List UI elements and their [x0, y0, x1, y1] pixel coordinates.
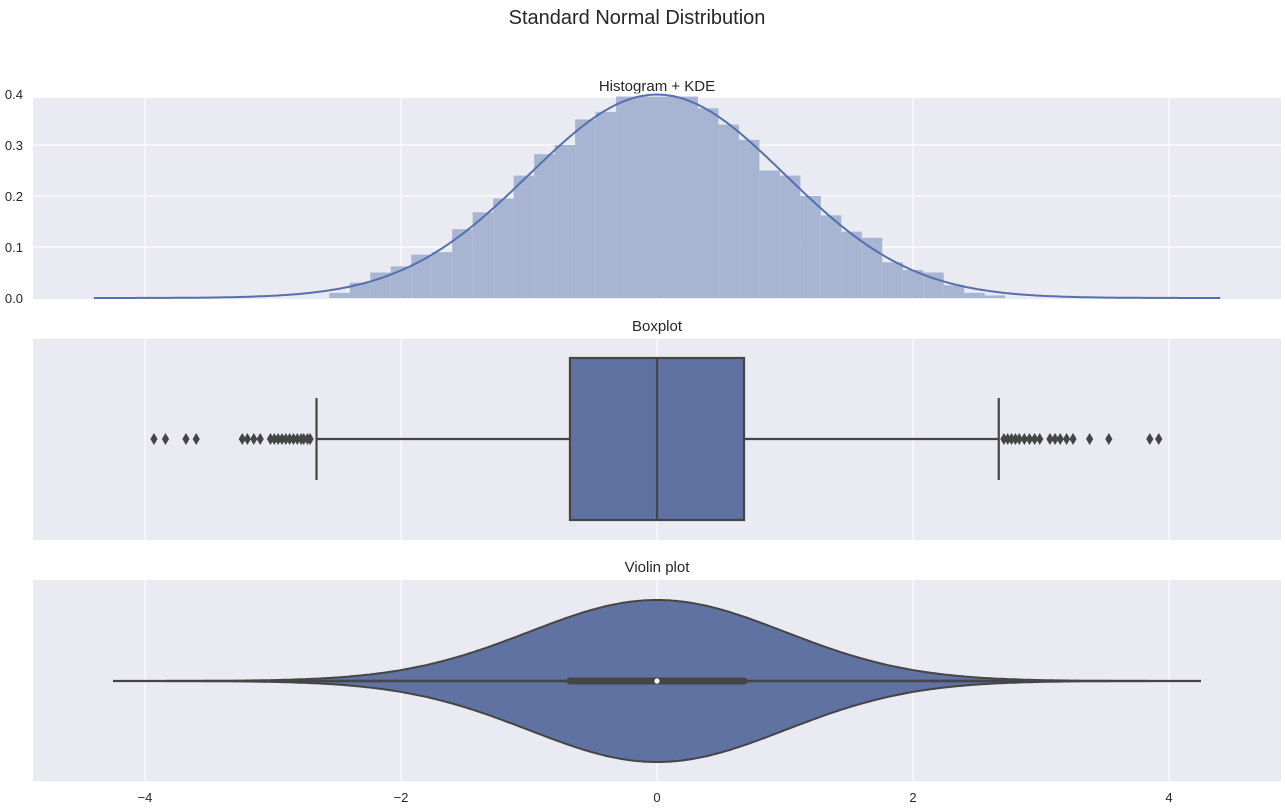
- histogram-bar: [390, 266, 412, 298]
- histogram-bar: [534, 154, 555, 298]
- histogram-bar: [513, 175, 535, 298]
- outlier-point: [306, 433, 314, 445]
- outlier-point: [250, 433, 258, 445]
- boxplot-title: Boxplot: [632, 318, 683, 335]
- histogram-bar: [431, 252, 453, 298]
- outlier-point: [192, 433, 200, 445]
- x-tick-label: 4: [1165, 790, 1172, 805]
- outlier-point: [1020, 433, 1028, 445]
- x-tick-label: 2: [909, 790, 916, 805]
- outlier-point: [289, 433, 298, 445]
- outlier-point: [1004, 433, 1012, 445]
- histogram-bar: [595, 111, 617, 298]
- outlier-point: [293, 433, 301, 445]
- outlier-point: [286, 433, 294, 445]
- outlier-point: [1051, 433, 1059, 445]
- histogram-bar: [657, 96, 678, 298]
- histogram-bar: [718, 124, 739, 298]
- histogram-bar: [349, 282, 371, 298]
- outlier-point: [1146, 433, 1154, 445]
- outlier-point: [278, 433, 286, 445]
- violin-x-ticks: −4 −2 0 2 4: [138, 790, 1173, 805]
- outlier-point: [1025, 433, 1034, 445]
- histogram-panel: Histogram + KDE 0.0 0.1 0.2 0.3 0.4: [5, 78, 1281, 306]
- histogram-bar: [493, 198, 514, 298]
- histogram-bar: [677, 96, 698, 298]
- outlier-point: [256, 433, 264, 445]
- histogram-bar: [964, 292, 985, 298]
- histogram-bar: [411, 254, 432, 298]
- histogram-bar: [636, 96, 657, 298]
- histogram-bar: [329, 292, 350, 298]
- histogram-bar: [452, 229, 473, 298]
- outlier-point: [243, 433, 251, 445]
- figure-title: Standard Normal Distribution: [509, 7, 766, 29]
- histogram-bars: [329, 96, 1006, 298]
- histogram-bar: [841, 231, 862, 298]
- y-tick-label: 0.2: [5, 189, 23, 204]
- histogram-bar: [575, 119, 596, 298]
- outlier-point: [270, 433, 278, 445]
- histogram-bar: [800, 196, 821, 298]
- histogram-y-ticks: 0.0 0.1 0.2 0.3 0.4: [5, 87, 23, 306]
- outlier-point: [1063, 433, 1071, 445]
- outlier-point: [1105, 433, 1113, 445]
- histogram-bar: [882, 262, 903, 298]
- y-tick-label: 0.4: [5, 87, 23, 102]
- histogram-bar: [861, 237, 883, 298]
- outlier-point: [1069, 433, 1077, 445]
- histogram-bar: [902, 269, 924, 298]
- x-tick-label: −4: [138, 790, 153, 805]
- outlier-point: [1036, 433, 1044, 445]
- outlier-point: [274, 433, 282, 445]
- histogram-bar: [779, 175, 801, 298]
- outlier-point: [300, 433, 308, 445]
- outlier-point: [1155, 433, 1163, 445]
- boxplot-marks: [150, 356, 1163, 522]
- histogram-bar: [554, 145, 576, 298]
- violin-median-dot: [654, 678, 660, 684]
- kde-curve: [93, 93, 1221, 299]
- outlier-point: [1031, 433, 1039, 445]
- violin-title: Violin plot: [625, 559, 691, 576]
- outlier-point: [150, 433, 158, 445]
- outlier-point: [182, 433, 190, 445]
- histogram-bar: [984, 295, 1006, 298]
- outlier-point: [1046, 433, 1054, 445]
- histogram-bar: [943, 285, 965, 298]
- outlier-point: [1000, 433, 1008, 445]
- histogram-bar: [759, 170, 780, 298]
- outlier-point: [238, 433, 246, 445]
- outlier-point: [1086, 433, 1094, 445]
- y-tick-label: 0.1: [5, 240, 23, 255]
- outlier-point: [161, 433, 170, 445]
- histogram-bar: [616, 96, 637, 298]
- histogram-bar: [820, 215, 842, 298]
- outlier-point: [1007, 433, 1016, 445]
- outlier-point: [1056, 433, 1064, 445]
- x-tick-label: −2: [394, 790, 409, 805]
- boxplot-panel: Boxplot: [33, 318, 1281, 540]
- histogram-bar: [472, 212, 494, 298]
- outlier-point: [266, 433, 275, 445]
- outlier-point: [1015, 433, 1023, 445]
- histogram-bar: [738, 139, 760, 298]
- outlier-point: [282, 433, 290, 445]
- histogram-bar: [697, 108, 719, 298]
- outlier-point: [1011, 433, 1019, 445]
- x-tick-label: 0: [653, 790, 660, 805]
- y-tick-label: 0.3: [5, 138, 23, 153]
- violin-marks: [113, 599, 1201, 763]
- violin-panel: Violin plot −4 −2 0 2 4: [33, 559, 1281, 805]
- y-tick-label: 0.0: [5, 291, 23, 306]
- histogram-title: Histogram + KDE: [599, 78, 715, 95]
